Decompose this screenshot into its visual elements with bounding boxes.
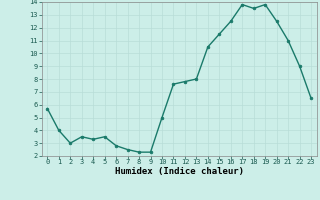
X-axis label: Humidex (Indice chaleur): Humidex (Indice chaleur) [115, 167, 244, 176]
